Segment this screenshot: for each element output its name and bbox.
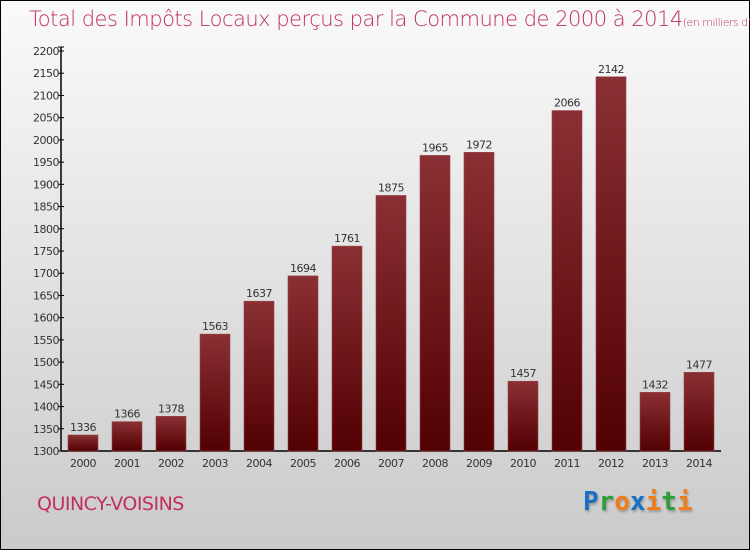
x-tick-label: 2014 — [686, 457, 712, 470]
data-label: 1477 — [686, 358, 712, 371]
logo-letter: r — [598, 487, 615, 517]
y-tick-label: 2150 — [33, 67, 59, 80]
x-tick-label: 2004 — [246, 457, 272, 470]
bar — [595, 76, 627, 452]
data-label: 1378 — [158, 402, 184, 415]
bar — [243, 300, 275, 452]
bar — [507, 380, 539, 452]
x-tick-label: 2002 — [158, 457, 184, 470]
logo-letter: t — [661, 487, 677, 517]
x-tick-label: 2011 — [554, 457, 580, 470]
bar — [155, 416, 187, 452]
bar — [683, 372, 715, 452]
title-text: Total des Impôts Locaux perçus par la Co… — [29, 7, 683, 31]
data-label: 1432 — [642, 378, 668, 391]
y-tick-label: 1900 — [33, 178, 59, 191]
y-tick-label: 1300 — [33, 445, 59, 458]
data-label: 1563 — [202, 320, 228, 333]
y-tick-label: 2050 — [33, 112, 59, 125]
logo-letter: i — [645, 487, 662, 517]
x-tick-label: 2007 — [378, 457, 404, 470]
data-label: 2066 — [554, 97, 580, 110]
proxiti-logo: Proxiti — [583, 487, 693, 517]
bar — [111, 421, 143, 452]
bar — [639, 392, 671, 452]
y-tick-label: 1450 — [33, 378, 59, 391]
x-tick-label: 2001 — [114, 457, 140, 470]
y-tick-label: 2100 — [33, 89, 59, 102]
y-tick-label: 1550 — [33, 334, 59, 347]
bar-chart: 1300 1350 1400 1450 1500 1550 1600 1650 1700 1750… — [33, 45, 721, 470]
y-tick-label: 2200 — [33, 45, 59, 58]
x-tick-label: 2013 — [642, 457, 668, 470]
y-tick-label: 1400 — [33, 401, 59, 414]
data-label: 1637 — [246, 287, 272, 300]
bar — [463, 152, 495, 452]
bar — [419, 155, 451, 452]
bar — [67, 434, 99, 452]
y-tick-label: 1350 — [33, 423, 59, 436]
data-label: 1336 — [70, 421, 96, 434]
data-label: 1875 — [378, 181, 404, 194]
title-unit: (en milliers d'€) — [682, 16, 750, 29]
y-tick-label: 1850 — [33, 201, 59, 214]
x-tick-label: 2009 — [466, 457, 492, 470]
y-tick-label: 1800 — [33, 223, 59, 236]
x-tick-label: 2008 — [422, 457, 448, 470]
y-tick-label: 1650 — [33, 289, 59, 302]
x-tick-label: 2012 — [598, 457, 624, 470]
data-label: 1457 — [510, 367, 536, 380]
y-tick-label: 1750 — [33, 245, 59, 258]
x-tick-label: 2010 — [510, 457, 536, 470]
x-tick-label: 2003 — [202, 457, 228, 470]
x-tick-label: 2000 — [70, 457, 96, 470]
data-label: 1965 — [422, 141, 448, 154]
logo-letter: i — [676, 487, 693, 517]
data-label: 1694 — [290, 262, 316, 275]
data-label: 1761 — [334, 232, 360, 245]
data-label: 2142 — [598, 63, 624, 76]
bar — [199, 333, 231, 452]
y-tick-label: 1950 — [33, 156, 59, 169]
logo-letter: x — [629, 487, 646, 517]
bar — [551, 110, 583, 452]
y-tick-label: 1500 — [33, 356, 59, 369]
x-tick-label: 2006 — [334, 457, 360, 470]
commune-name: QUINCY-VOISINS — [37, 493, 184, 515]
chart-title: Total des Impôts Locaux perçus par la Co… — [29, 7, 750, 31]
logo-letter: P — [583, 487, 599, 517]
logo-letter: o — [614, 487, 630, 517]
bar — [331, 245, 363, 452]
data-label: 1366 — [114, 408, 140, 421]
y-tick-label: 1600 — [33, 312, 59, 325]
bar — [287, 275, 319, 452]
y-tick-label: 1700 — [33, 267, 59, 280]
bar — [375, 195, 407, 452]
data-label: 1972 — [466, 138, 492, 151]
x-tick-label: 2005 — [290, 457, 316, 470]
y-tick-label: 2000 — [33, 134, 59, 147]
